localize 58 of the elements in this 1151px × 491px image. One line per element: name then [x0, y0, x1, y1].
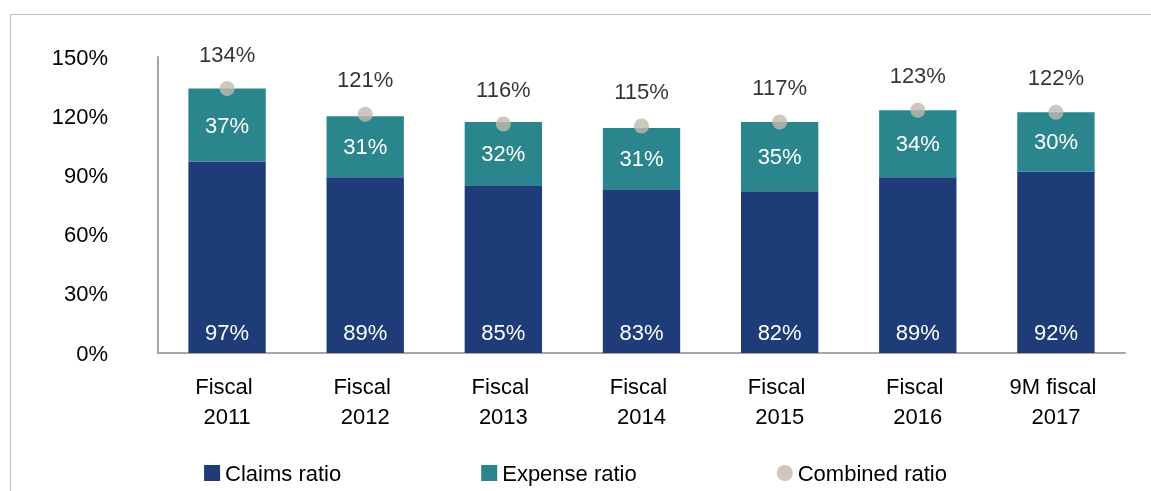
point	[357, 106, 373, 122]
bar	[879, 110, 957, 178]
legend-label: Expense ratio	[502, 460, 637, 486]
data-label: 97%	[205, 319, 250, 345]
x-tick-label: Fiscal 2015	[747, 373, 812, 429]
data-label: 35%	[757, 144, 802, 170]
y-tick-label: 120%	[51, 103, 108, 129]
bar	[188, 161, 266, 353]
data-label: 116%	[476, 77, 531, 103]
x-tick-label: Fiscal 2014	[609, 373, 674, 429]
point	[495, 116, 511, 132]
data-label: 82%	[757, 319, 802, 345]
bar	[326, 177, 404, 353]
y-tick-label: 90%	[63, 162, 108, 188]
bar	[740, 191, 819, 353]
data-label: 83%	[619, 319, 664, 345]
x-tick-label: Fiscal 2016	[886, 373, 950, 429]
data-label: 89%	[343, 319, 388, 345]
data-label: 31%	[619, 146, 664, 172]
bar	[602, 128, 681, 190]
x-tick-label: Fiscal 2011	[195, 373, 259, 429]
bar	[1017, 171, 1095, 353]
point	[772, 114, 788, 130]
y-tick-label: 30%	[63, 281, 108, 307]
point	[634, 118, 649, 134]
y-tick-label: 0%	[76, 340, 108, 366]
data-label: 134%	[198, 41, 256, 67]
data-label: 89%	[895, 319, 940, 345]
data-label: 37%	[205, 112, 250, 138]
x-tick-label: Fiscal 2013	[471, 373, 536, 429]
bar	[879, 177, 957, 353]
data-label: 115%	[614, 79, 669, 105]
data-label: 123%	[889, 63, 946, 89]
bar	[602, 189, 681, 353]
x-tick-label: 9M fiscal 2017	[1009, 373, 1103, 429]
data-label: 30%	[1033, 129, 1078, 155]
bar	[188, 88, 266, 162]
data-label: 122%	[1027, 65, 1085, 91]
bar	[464, 185, 543, 353]
data-label: 92%	[1033, 319, 1078, 345]
legend-label: Claims ratio	[225, 460, 342, 486]
data-label: 34%	[895, 131, 940, 157]
data-label: 31%	[343, 134, 388, 160]
y-tick-label: 150%	[51, 44, 108, 70]
point	[219, 81, 235, 97]
point	[910, 102, 926, 118]
data-label: 32%	[481, 141, 526, 167]
data-label: 117%	[752, 75, 807, 101]
data-label: 121%	[337, 67, 394, 93]
data-label: 85%	[481, 319, 526, 345]
bar	[464, 122, 543, 186]
bar	[740, 122, 819, 192]
point	[1048, 104, 1064, 120]
bar	[1017, 112, 1095, 172]
legend-label: Combined ratio	[797, 460, 947, 486]
bar	[326, 116, 404, 178]
x-tick-label: Fiscal 2012	[333, 373, 397, 429]
y-tick-label: 60%	[63, 222, 108, 248]
